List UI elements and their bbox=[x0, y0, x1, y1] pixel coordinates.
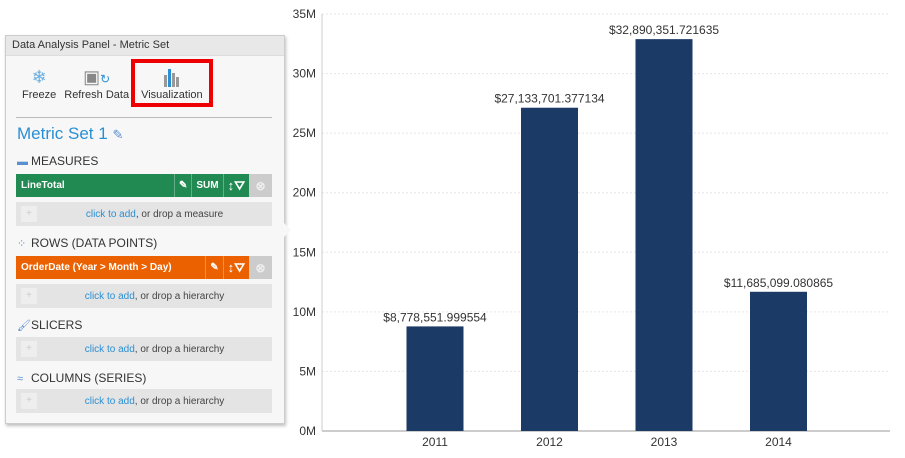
plus-icon: + bbox=[21, 206, 37, 222]
sort-filter-icon[interactable]: ↕⛛ bbox=[222, 256, 249, 279]
y-tick-label: 35M bbox=[293, 7, 316, 21]
plus-icon: + bbox=[21, 288, 37, 304]
rows-section: ⁘ ROWS (DATA POINTS) bbox=[17, 236, 157, 250]
bar bbox=[406, 326, 464, 431]
refresh-cube-icon: ▣↻ bbox=[83, 67, 111, 87]
plus-icon: + bbox=[21, 341, 37, 357]
x-tick-label: 2012 bbox=[536, 435, 563, 449]
bar bbox=[635, 39, 693, 432]
refresh-data-button[interactable]: ▣↻ Refresh Data bbox=[60, 61, 133, 105]
brush-icon: 🖌 bbox=[17, 320, 31, 332]
panel-pointer bbox=[283, 222, 291, 238]
x-tick-label: 2011 bbox=[422, 435, 448, 449]
add-column-dropzone[interactable]: + click to add, or drop a hierarchy bbox=[16, 389, 272, 413]
row-item[interactable]: OrderDate (Year > Month > Day) ✎ ↕⛛ ⊗ bbox=[16, 256, 272, 279]
y-tick-label: 5M bbox=[299, 364, 316, 378]
pencil-icon[interactable]: ✎ bbox=[205, 256, 222, 279]
data-label: $11,685,099.080865 bbox=[724, 276, 834, 290]
add-row-dropzone[interactable]: + click to add, or drop a hierarchy bbox=[16, 284, 272, 308]
click-to-add-link[interactable]: click to add bbox=[84, 343, 135, 355]
edit-icon[interactable]: ✎ bbox=[112, 127, 124, 142]
columns-section: ≈ COLUMNS (SERIES) bbox=[17, 371, 146, 385]
click-to-add-link[interactable]: click to add bbox=[85, 208, 136, 220]
freeze-label: Freeze bbox=[22, 89, 57, 101]
dropzone-hint: , or drop a hierarchy bbox=[134, 290, 225, 302]
y-tick-label: 15M bbox=[293, 245, 316, 259]
ruler-icon: ▬ bbox=[17, 156, 28, 168]
data-label: $27,133,701.377134 bbox=[494, 92, 604, 106]
remove-icon[interactable]: ⊗ bbox=[249, 256, 272, 279]
metric-set-name: Metric Set 1 bbox=[17, 124, 108, 143]
y-tick-label: 20M bbox=[293, 186, 316, 200]
add-measure-dropzone[interactable]: + click to add, or drop a measure bbox=[16, 202, 272, 226]
dropzone-hint: , or drop a hierarchy bbox=[134, 343, 225, 355]
line-chart-icon: ≈ bbox=[17, 373, 24, 385]
slicers-section: 🖌SLICERS bbox=[17, 318, 82, 332]
y-tick-label: 10M bbox=[293, 305, 316, 319]
freeze-button[interactable]: ❄ Freeze bbox=[18, 61, 60, 105]
dropzone-hint: , or drop a hierarchy bbox=[134, 395, 225, 407]
measures-section: ▬ MEASURES bbox=[17, 154, 98, 168]
aggregation-button[interactable]: SUM bbox=[191, 174, 222, 197]
bar bbox=[750, 291, 807, 431]
measure-item[interactable]: LineTotal ✎ SUM ↕⛛ ⊗ bbox=[16, 174, 272, 197]
y-tick-label: 25M bbox=[293, 126, 316, 140]
bar-chart-icon bbox=[162, 67, 182, 89]
visualization-label: Visualization bbox=[141, 89, 203, 101]
bar bbox=[521, 107, 578, 432]
plus-icon: + bbox=[21, 393, 37, 409]
row-name: OrderDate (Year > Month > Day) bbox=[21, 262, 172, 273]
pencil-icon[interactable]: ✎ bbox=[173, 174, 191, 197]
snowflake-icon: ❄ bbox=[31, 67, 47, 87]
visualization-button[interactable]: Visualization bbox=[131, 59, 213, 107]
click-to-add-link[interactable]: click to add bbox=[84, 290, 135, 302]
metric-set-title[interactable]: Metric Set 1 ✎ bbox=[17, 124, 123, 144]
columns-label: COLUMNS (SERIES) bbox=[31, 371, 147, 385]
x-tick-label: 2013 bbox=[651, 435, 678, 449]
data-label: $8,778,551.999554 bbox=[383, 310, 487, 324]
dropzone-hint: , or drop a measure bbox=[135, 208, 224, 220]
rows-label: ROWS (DATA POINTS) bbox=[31, 236, 158, 250]
refresh-label: Refresh Data bbox=[64, 89, 130, 101]
x-tick-label: 2014 bbox=[765, 435, 792, 449]
y-tick-label: 30M bbox=[293, 67, 316, 81]
data-analysis-panel: Data Analysis Panel - Metric Set ❄ Freeze… bbox=[5, 35, 285, 424]
measure-name: LineTotal bbox=[21, 180, 65, 191]
data-label: $32,890,351.721635 bbox=[609, 23, 719, 37]
divider bbox=[16, 117, 272, 118]
measures-label: MEASURES bbox=[31, 154, 99, 168]
y-tick-label: 0M bbox=[299, 424, 316, 438]
slicers-label: SLICERS bbox=[31, 318, 83, 332]
remove-icon[interactable]: ⊗ bbox=[249, 174, 272, 197]
panel-title: Data Analysis Panel - Metric Set bbox=[6, 36, 284, 56]
sort-filter-icon[interactable]: ↕⛛ bbox=[222, 174, 249, 197]
scatter-icon: ⁘ bbox=[17, 238, 27, 250]
click-to-add-link[interactable]: click to add bbox=[84, 395, 135, 407]
add-slicer-dropzone[interactable]: + click to add, or drop a hierarchy bbox=[16, 337, 272, 361]
